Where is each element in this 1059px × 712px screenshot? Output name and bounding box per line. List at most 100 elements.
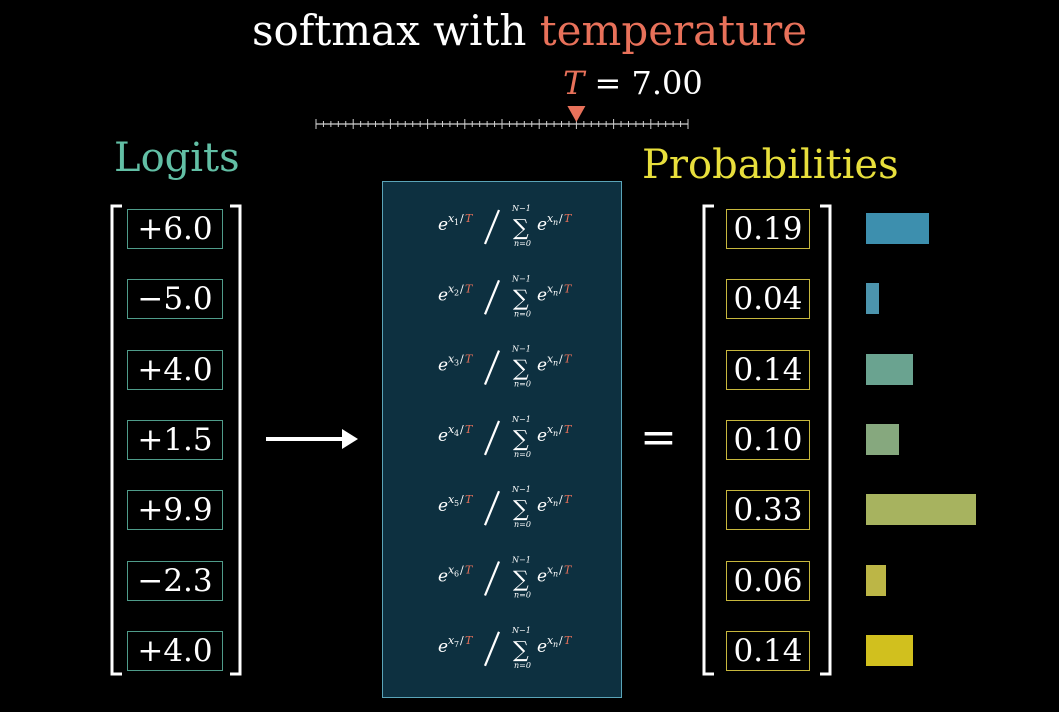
formula-numerator-var: x: [448, 423, 455, 436]
formula-temp: T: [564, 493, 573, 506]
formula-base: e: [438, 356, 448, 376]
formula-numerator-base: e: [438, 637, 448, 657]
formula-base: e: [438, 285, 448, 305]
formula-numerator-base: e: [438, 567, 448, 587]
formula-numerator-index: 1: [454, 218, 459, 227]
formula-summand-base: e: [537, 215, 547, 235]
formula-divider: [483, 561, 501, 596]
formula-slash: /: [460, 564, 464, 577]
formula-divider: [483, 209, 501, 245]
formula-sum: ∑: [513, 427, 529, 452]
formula-lower-limit: n=0: [514, 380, 531, 389]
formula-temp: T: [564, 564, 573, 577]
formula-numerator-temp: T: [465, 493, 474, 506]
probabilities-brackets: [702, 204, 832, 676]
formula-summand-base: e: [537, 567, 547, 587]
equals-sign: =: [640, 412, 677, 463]
formula-var: x: [547, 353, 554, 366]
probabilities-label: Probabilities: [642, 142, 899, 188]
formula-summand-index: n: [553, 570, 558, 579]
formula-index: n: [553, 429, 558, 438]
formula-base: e: [537, 215, 547, 235]
formula-lower-limit: n=0: [514, 450, 531, 459]
formula-upper-limit: N−1: [511, 556, 531, 565]
formula-slash: /: [460, 353, 464, 366]
formula-slash: /: [559, 564, 563, 577]
formula-numerator-index: 2: [454, 288, 459, 297]
formula-summand-var: x: [547, 353, 554, 366]
formula-lower-limit: n=0: [514, 239, 531, 248]
formula-divider: [483, 420, 501, 456]
formula-upper-limit: N−1: [511, 415, 531, 424]
formula-summand-base: e: [537, 496, 547, 516]
formula-base: e: [537, 285, 547, 305]
formula-divider: [483, 279, 501, 315]
formula-index: n: [553, 499, 558, 508]
formula-upper-limit: N−1: [511, 204, 531, 213]
formula-var: x: [448, 353, 455, 366]
formula-index: n: [553, 288, 558, 297]
formula-sum: ∑: [513, 427, 529, 452]
slider-handle[interactable]: [567, 106, 586, 122]
softmax-formulas: e x 1/TN−1∑n=0e x n / Te x 2/TN−1∑n=0e x n / Te x 3/TN…: [438, 204, 573, 670]
probability-cell: 0.33: [726, 490, 810, 531]
formula-sum: ∑: [513, 568, 529, 593]
probability-bar: [866, 353, 913, 385]
formula-index: 1: [454, 218, 459, 227]
formula-base: e: [537, 356, 547, 376]
formula-summand-slash: /: [559, 493, 563, 506]
probability-cell: 0.14: [726, 630, 810, 671]
formula-base: e: [537, 567, 547, 587]
logit-cell: −5.0: [127, 279, 223, 320]
probability-cell: 0.19: [726, 209, 810, 249]
formula-summand-slash: /: [559, 353, 563, 366]
formula-index: n: [553, 218, 558, 227]
probability-bar: [866, 213, 930, 244]
title-highlight: temperature: [539, 6, 808, 55]
formula-slash: /: [559, 423, 563, 436]
formula-temp: T: [465, 282, 474, 295]
formula-upper-limit: N−1: [511, 415, 531, 424]
formula-sum: ∑: [513, 216, 529, 241]
formula-numerator-slash: /: [460, 353, 464, 366]
formula-var: x: [547, 212, 554, 225]
formula-base: e: [537, 637, 547, 657]
formula-slash: /: [460, 423, 464, 436]
formula-index: 2: [454, 288, 459, 297]
formula-index: 5: [454, 499, 459, 508]
formula-upper-limit: N−1: [511, 485, 531, 494]
formula-numerator-slash: /: [460, 493, 464, 506]
logit-cell: +9.9: [127, 490, 223, 531]
formula-numerator-temp: T: [465, 564, 474, 577]
formula-numerator-var: x: [448, 564, 455, 577]
formula-numerator-var: x: [448, 353, 455, 366]
probability-cell: 0.14: [726, 349, 810, 390]
temperature-slider[interactable]: [312, 100, 692, 140]
formula-lower-limit: n=0: [514, 661, 531, 670]
formula-index: n: [553, 640, 558, 649]
formula-base: e: [438, 567, 448, 587]
formula-index: 4: [454, 429, 459, 438]
formula-temp: T: [564, 212, 573, 225]
formula-numerator-temp: T: [465, 634, 474, 647]
formula-index: 3: [454, 359, 459, 368]
formula-base: e: [537, 496, 547, 516]
formula-summand-temp: T: [564, 353, 573, 366]
formula-base: e: [438, 215, 448, 235]
page-title: softmax with temperature: [0, 6, 1059, 55]
formula-temp: T: [465, 212, 474, 225]
logit-cell: +4.0: [127, 630, 223, 671]
formula-base: e: [438, 637, 448, 657]
probability-cell: 0.04: [726, 279, 810, 320]
formula-slash: /: [559, 493, 563, 506]
formula-slash: /: [559, 353, 563, 366]
formula-summand-temp: T: [564, 212, 573, 225]
probability-bar: [866, 283, 880, 315]
logit-cell: −2.3: [127, 560, 223, 601]
formula-summand-var: x: [547, 634, 554, 647]
formula-numerator-base: e: [438, 285, 448, 305]
formula-divider: [483, 631, 501, 667]
formula-summand-var: x: [547, 493, 554, 506]
formula-sum: ∑: [513, 497, 529, 522]
formula-summand-var: x: [547, 212, 554, 225]
